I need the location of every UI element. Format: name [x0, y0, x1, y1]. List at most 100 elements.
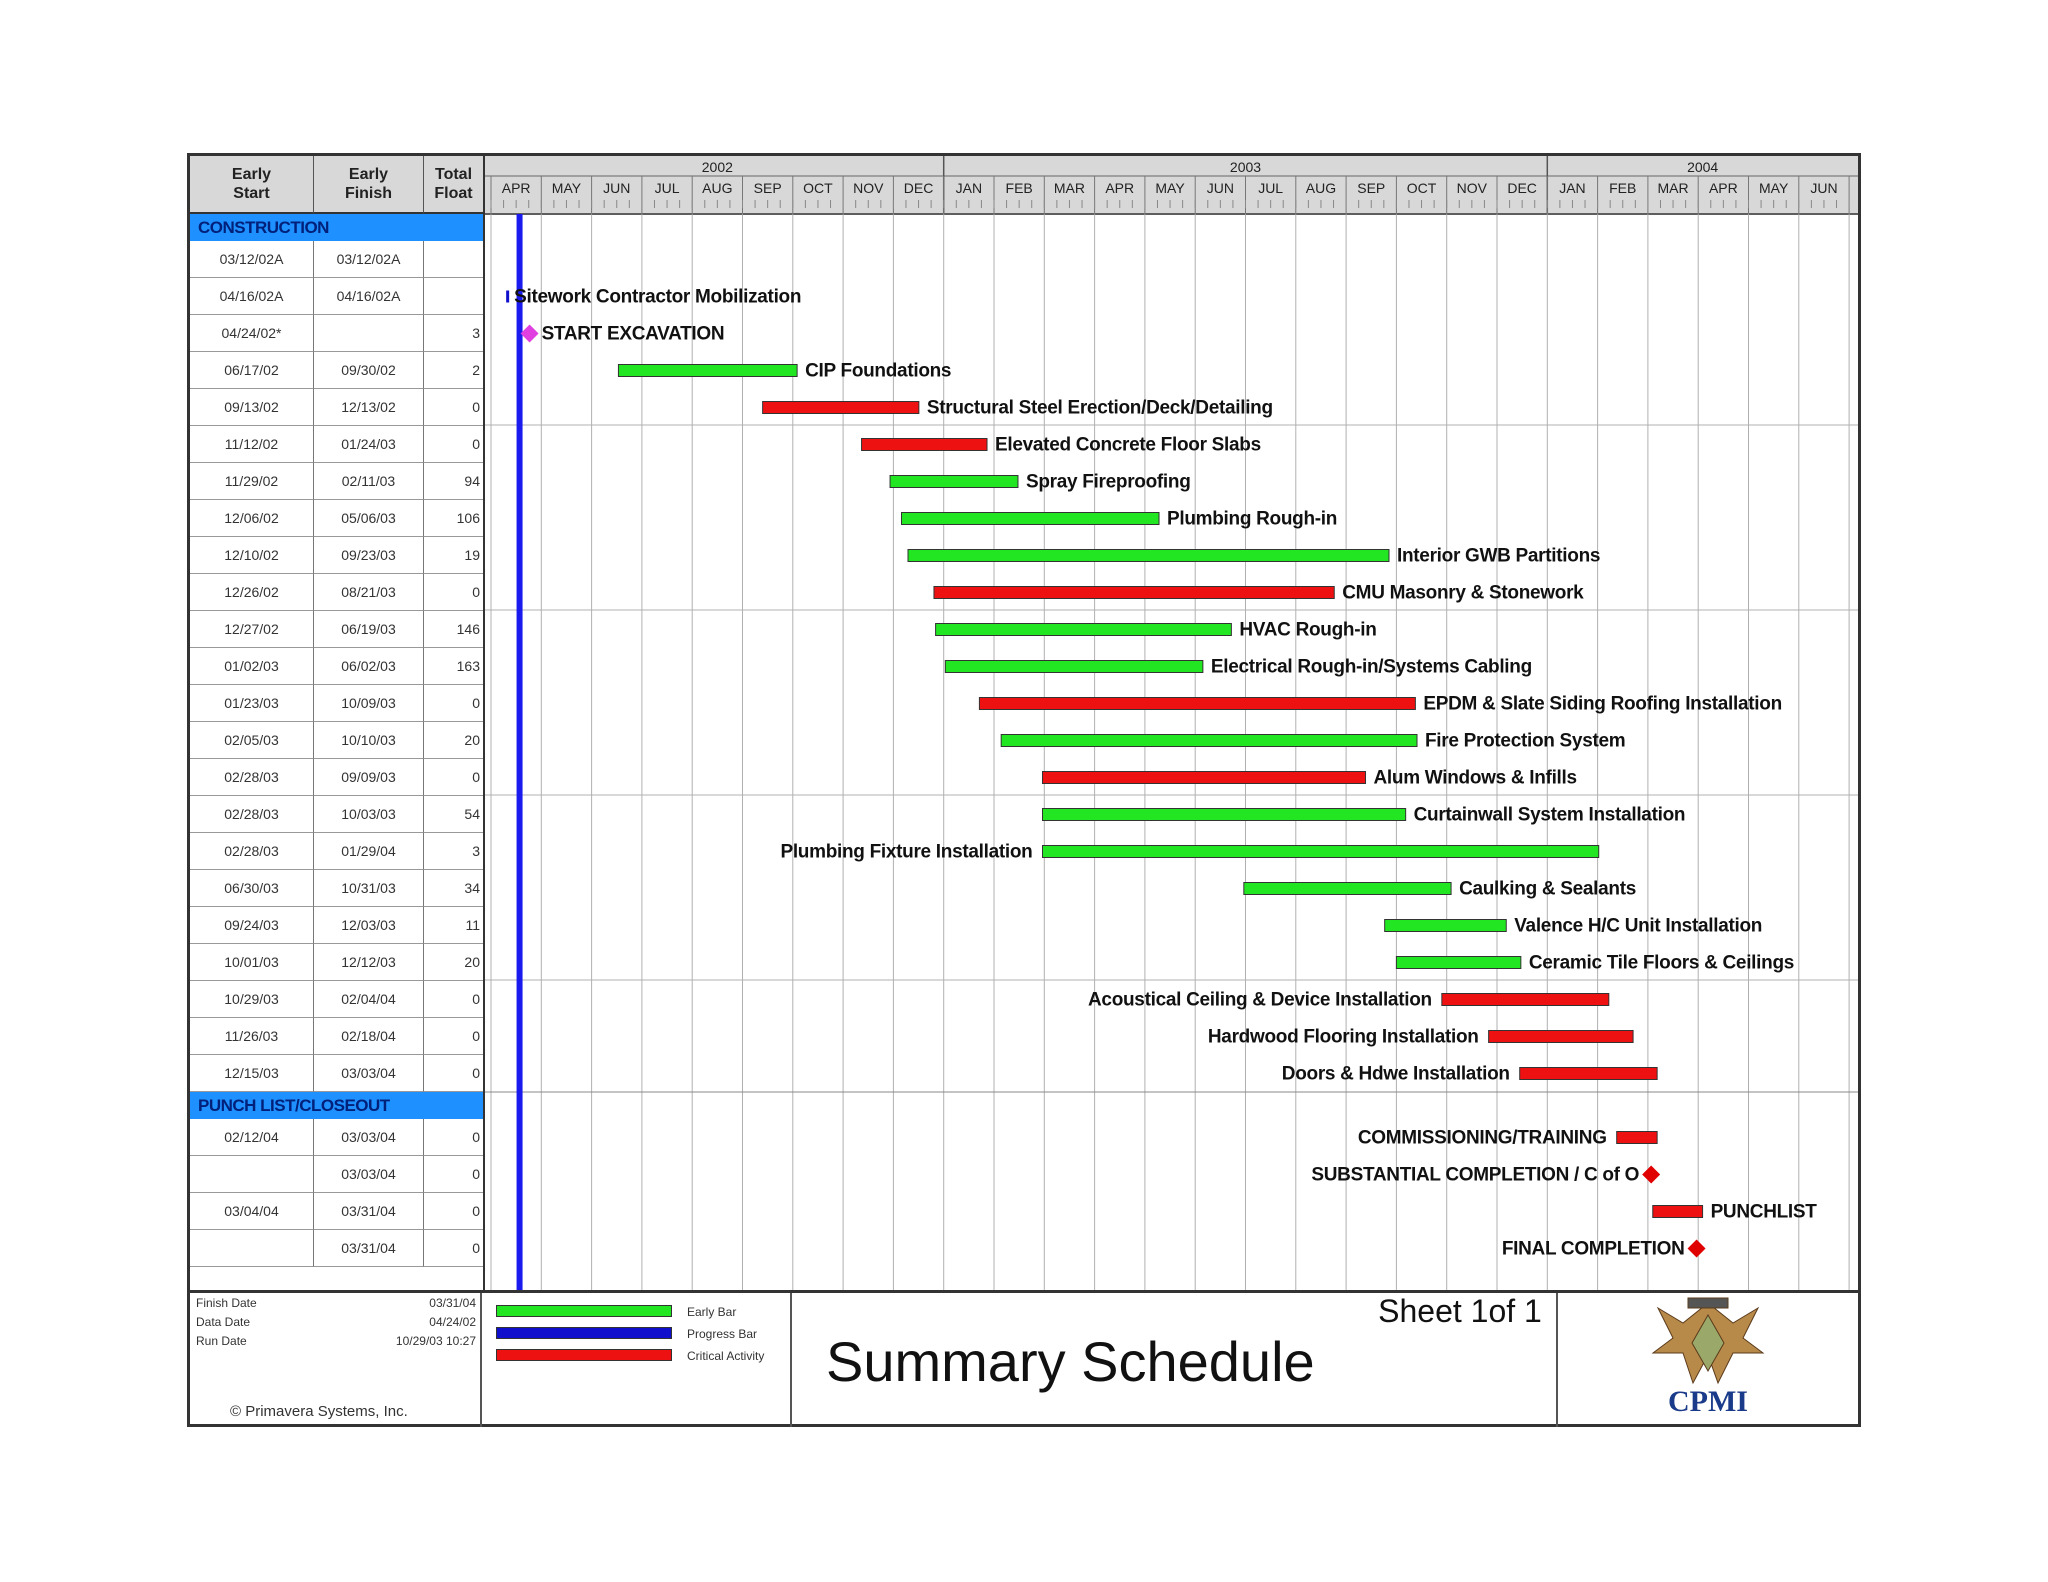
milestone-diamond [1642, 1165, 1661, 1184]
cell-total-float: 146 [424, 611, 483, 648]
cell-early-finish: 10/31/03 [314, 870, 424, 907]
activity-label: START EXCAVATION [542, 324, 725, 345]
activity-label: Electrical Rough-in/Systems Cabling [1211, 657, 1532, 678]
activity-label: Alum Windows & Infills [1374, 768, 1577, 789]
legend: Early Bar Progress Bar Critical Activity [482, 1293, 792, 1427]
footer: Finish Date Data Date Run Date 03/31/04 … [190, 1290, 1858, 1427]
activity-label: CIP Foundations [805, 361, 951, 382]
gantt-chart: 2002 2003 2004 APR MAY JUN JUL AUG SEP OCT NOV DEC J… [485, 156, 1878, 1290]
activity-label: COMMISSIONING/TRAINING [1358, 1128, 1607, 1149]
cell-total-float: 0 [424, 1156, 483, 1193]
cell-early-start: 02/28/03 [190, 796, 314, 833]
cell-early-start: 01/23/03 [190, 685, 314, 722]
cell-early-finish: 06/02/03 [314, 648, 424, 685]
cell-early-start: 04/16/02A [190, 278, 314, 315]
cell-early-start: 09/13/02 [190, 389, 314, 426]
cell-total-float: 11 [424, 907, 483, 944]
month-label: MAR [1657, 180, 1688, 196]
cell-early-finish: 04/16/02A [314, 278, 424, 315]
cell-total-float: 3 [424, 833, 483, 870]
cell-early-finish: 10/10/03 [314, 722, 424, 759]
cell-early-start: 12/10/02 [190, 537, 314, 574]
critical-bar [861, 438, 988, 451]
cell-total-float: 94 [424, 463, 483, 500]
cell-early-start: 12/26/02 [190, 574, 314, 611]
cell-early-finish: 03/03/04 [314, 1156, 424, 1193]
early-bar [1042, 845, 1600, 858]
month-label: JUN [603, 180, 630, 196]
cell-total-float: 0 [424, 1119, 483, 1156]
cell-early-start: 11/29/02 [190, 463, 314, 500]
activity-label: PUNCHLIST [1711, 1202, 1818, 1223]
sheet-number: Sheet 1of 1 [1378, 1293, 1542, 1329]
activity-label: EPDM & Slate Siding Roofing Installation [1423, 694, 1782, 715]
data-date-label: Data Date [196, 1315, 251, 1329]
activity-label: Caulking & Sealants [1459, 879, 1636, 900]
footer-divider [480, 1293, 482, 1427]
gantt-svg: 2002 2003 2004 APR MAY JUN JUL AUG SEP OCT NOV DEC J… [485, 156, 1878, 1290]
footer-divider [1556, 1293, 1558, 1427]
month-label: MAR [1054, 180, 1085, 196]
cell-early-finish: 12/13/02 [314, 389, 424, 426]
activity-label: Plumbing Rough-in [1167, 509, 1337, 530]
month-label: SEP [1357, 180, 1385, 196]
month-label: MAY [1759, 180, 1789, 196]
activity-label: Plumbing Fixture Installation [780, 842, 1032, 863]
cell-early-finish [314, 315, 424, 352]
cell-early-start: 06/30/03 [190, 870, 314, 907]
year-label: 2003 [1230, 159, 1261, 175]
critical-bar [762, 401, 920, 414]
milestone-diamond [1687, 1239, 1706, 1258]
month-label: JUN [1810, 180, 1837, 196]
month-label: JAN [956, 180, 982, 196]
month-label: JUN [1207, 180, 1234, 196]
month-label: DEC [1507, 180, 1537, 196]
activity-label: Valence H/C Unit Installation [1514, 916, 1762, 937]
early-bar [1395, 956, 1522, 969]
run-date-value: 10/29/03 10:27 [395, 1334, 476, 1348]
company-logo: CPMI [1558, 1293, 1858, 1427]
activity-label: Doors & Hdwe Installation [1282, 1064, 1510, 1085]
cell-early-start: 12/27/02 [190, 611, 314, 648]
cell-early-finish: 03/12/02A [314, 241, 424, 278]
cell-early-start: 10/29/03 [190, 981, 314, 1018]
header-early-start: Early Start [190, 156, 314, 214]
legend-progress-swatch [496, 1327, 672, 1339]
month-label: DEC [904, 180, 934, 196]
finish-date-label: Finish Date [196, 1296, 257, 1310]
cell-early-finish: 10/09/03 [314, 685, 424, 722]
legend-early-label: Early Bar [687, 1305, 737, 1319]
month-label: JAN [1559, 180, 1585, 196]
cell-early-finish: 09/23/03 [314, 537, 424, 574]
cell-total-float: 0 [424, 1055, 483, 1092]
early-bar [1384, 919, 1507, 932]
run-date-label: Run Date [196, 1334, 247, 1348]
month-label: NOV [853, 180, 884, 196]
critical-bar [1441, 993, 1610, 1006]
schedule-frame: Early Start Early Finish Total Float CON… [187, 153, 1878, 1427]
data-date-value: 04/24/02 [429, 1315, 476, 1329]
logo-emblem: CPMI [1651, 1297, 1765, 1418]
cell-total-float [424, 278, 483, 315]
month-label: APR [1105, 180, 1134, 196]
header-total-float: Total Float [424, 156, 483, 214]
cell-early-start [190, 1156, 314, 1193]
cell-early-finish: 03/03/04 [314, 1119, 424, 1156]
month-label: MAY [552, 180, 582, 196]
cell-early-start: 10/01/03 [190, 944, 314, 981]
cell-early-finish: 09/30/02 [314, 352, 424, 389]
month-label: APR [502, 180, 531, 196]
cell-early-start: 02/12/04 [190, 1119, 314, 1156]
activity-label: Acoustical Ceiling & Device Installation [1088, 990, 1432, 1011]
cell-early-start: 04/24/02* [190, 315, 314, 352]
schedule-title: Summary Schedule [826, 1330, 1315, 1393]
month-label: FEB [1006, 180, 1033, 196]
legend-progress-label: Progress Bar [687, 1327, 758, 1341]
critical-bar [933, 586, 1335, 599]
cell-total-float [424, 241, 483, 278]
cell-early-start: 12/15/03 [190, 1055, 314, 1092]
legend-critical-label: Critical Activity [687, 1349, 765, 1363]
footer-divider [790, 1293, 792, 1427]
cell-total-float: 0 [424, 1018, 483, 1055]
critical-bar [978, 697, 1416, 710]
